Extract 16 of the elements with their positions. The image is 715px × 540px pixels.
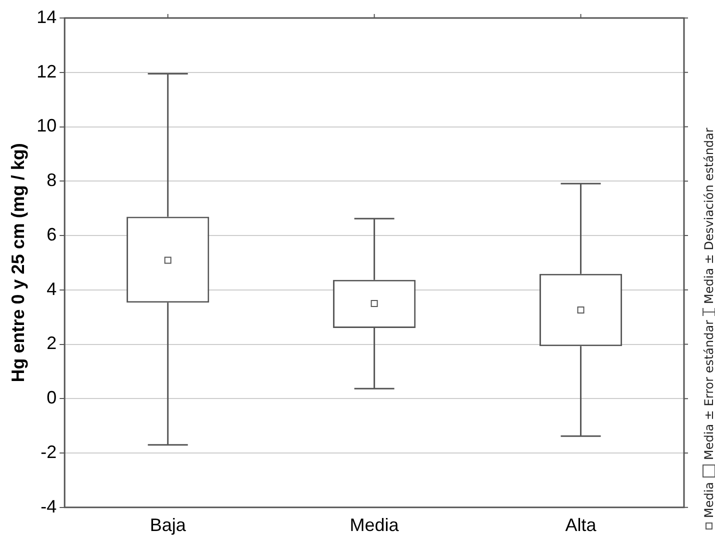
x-tick-label: Baja — [150, 515, 187, 536]
y-tick-label: 8 — [46, 170, 57, 190]
y-tick-label: -2 — [40, 442, 57, 462]
text: Media ± Error estándar — [702, 320, 715, 460]
y-tick-label: 2 — [46, 333, 57, 354]
y-tick-label: 4 — [46, 278, 57, 299]
y-tick-label: 12 — [36, 61, 57, 82]
y-axis-title: Hg entre 0 y 25 cm (mg / kg) — [8, 143, 28, 382]
y-tick-label: 0 — [46, 388, 57, 408]
text: Media ± Desviación estándar — [702, 128, 715, 304]
y-tick-label: 14 — [36, 6, 57, 27]
y-tick-label: 6 — [46, 224, 57, 244]
y-tick-label: 10 — [36, 116, 57, 136]
x-tick-label: Media — [350, 515, 400, 536]
x-tick-label: Alta — [565, 515, 598, 536]
y-tick-label: -4 — [40, 496, 57, 516]
